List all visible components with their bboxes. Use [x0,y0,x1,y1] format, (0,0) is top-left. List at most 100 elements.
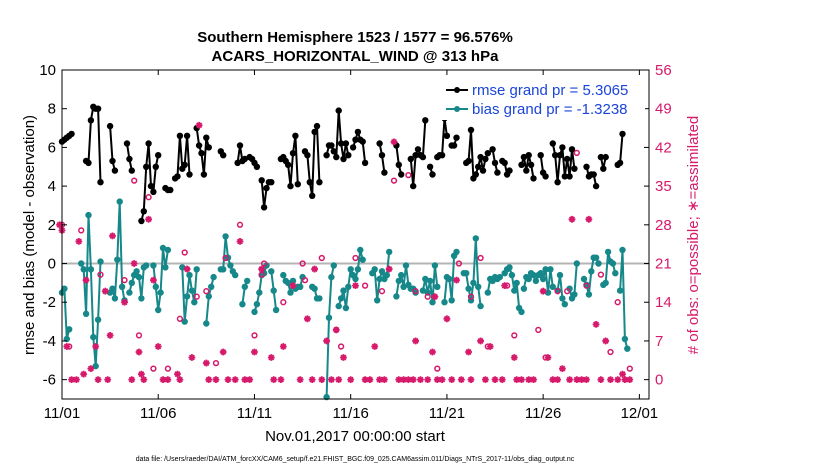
bias-point [87,266,95,273]
bias-point [133,268,140,275]
bias-point [357,246,364,254]
obs-assimilated-point [176,376,184,384]
obs-assimilated-point [311,265,319,273]
obs-assimilated-point [212,376,220,384]
obs-assimilated-point [128,376,136,384]
rmse-point [472,171,479,178]
bias-point [624,345,631,352]
rmse-point [340,155,347,163]
obs-possible-point [614,299,621,306]
obs-possible-point [511,332,518,339]
bias-point [183,293,191,300]
rmse-point [138,217,145,225]
right-axis: 56 49 42 35 28 21 14 7 0 [644,62,672,389]
obs-assimilated-point [224,376,232,384]
rmse-point [94,105,102,112]
obs-assimilated-point [558,365,566,372]
bias-point [342,304,350,312]
rmse-point [590,171,597,178]
rmse-point [97,179,104,186]
obs-possible-point [607,348,614,356]
rmse-line-segment [140,142,160,222]
obs-assimilated-point [614,376,622,384]
bias-line-segment [80,214,102,368]
obs-assimilated-point [405,376,412,384]
bias-point [111,295,119,302]
rmse-point [345,152,352,159]
obs-possible-point [181,249,188,256]
legend-rmse-label: rmse grand pr = 5.3065 [472,82,628,99]
obs-possible-point [203,288,210,295]
obs-possible-point [150,365,157,372]
obs-assimilated-point [366,376,374,384]
rmse-point [477,153,484,161]
bias-point [311,285,318,292]
obs-possible-point [583,282,590,289]
bias-point [335,302,342,310]
x-axis: 11/01 11/06 11/11 11/16 11/21 11/26 12/01 [44,70,658,422]
rmse-point [155,152,162,159]
rmse-point [328,142,335,149]
bias-point [431,262,439,269]
rmse-point [330,148,337,155]
obs-assimilated-point [154,343,162,350]
x-tick-label: 11/11 [237,405,272,422]
obs-possible-point [97,271,104,278]
bias-point [398,271,405,279]
rmse-point [556,152,564,159]
obs-possible-point [176,315,184,322]
bias-point [518,308,525,316]
rmse-point [361,159,369,167]
bias-point [477,302,484,310]
obs-assimilated-point [467,376,475,384]
obs-assimilated-point [137,370,145,378]
chart-title: Southern Hemisphere 1523 / 1577 = 96.576… [197,29,513,46]
bias-point [472,235,479,242]
rmse-point [236,142,244,149]
obs-assimilated-point [188,354,196,361]
rmse-point [453,134,460,141]
rmse-point [147,182,155,190]
obs-assimilated-point [431,293,439,301]
bias-point [330,262,337,269]
obs-assimilated-point [498,376,506,384]
bias-point [289,277,297,285]
y2-tick-label: 42 [655,139,672,156]
bias-point [616,287,624,294]
bias-point [164,246,172,254]
rmse-point [150,188,157,196]
obs-assimilated-point [258,265,266,273]
obs-possible-point [412,288,419,295]
bias-point [162,264,169,271]
bias-point [484,289,491,296]
y2-tick-label: 0 [655,372,663,389]
obs-assimilated-point [501,282,509,290]
bias-point [97,258,104,265]
obs-possible-point [280,299,287,306]
rmse-point [419,153,427,161]
rmse-point [566,173,573,180]
obs-assimilated-point [82,276,90,284]
bias-point [157,289,164,296]
obs-possible-point [573,149,580,157]
obs-assimilated-point [92,343,100,350]
rmse-point [491,159,499,167]
rmse-point [542,173,549,180]
bias-point [347,266,354,273]
bias-line-segment [325,265,335,398]
rmse-point [465,157,472,165]
bias-point [152,283,159,290]
bias-point [448,297,455,304]
bias-point [66,326,73,333]
bias-point [441,299,448,306]
bias-point [205,293,212,300]
obs-assimilated-point [443,315,451,323]
rmse-point [619,130,626,138]
bias-point [241,283,248,290]
bias-point [337,295,345,302]
bias-point [155,306,162,314]
rmse-point [410,182,417,190]
obs-assimilated-point [448,376,456,384]
obs-assimilated-point [491,376,499,384]
